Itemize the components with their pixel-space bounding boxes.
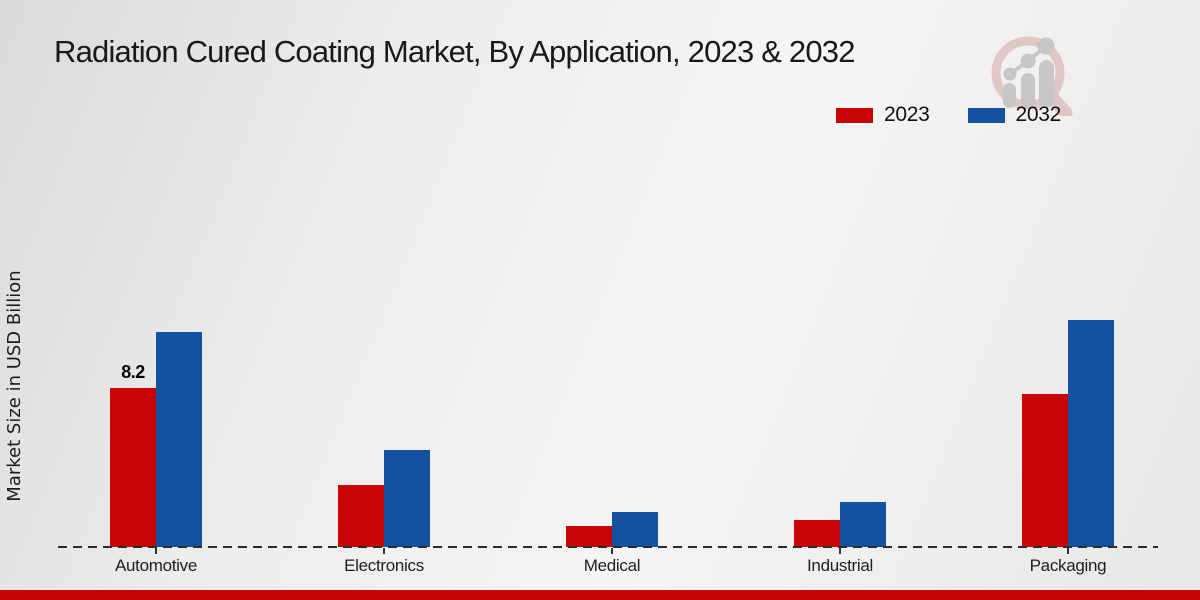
bar-value-label: 8.2: [121, 362, 145, 382]
legend-item-2023: 2023: [836, 103, 930, 127]
bar-electronics-2032: [384, 450, 430, 547]
bar-packaging-2032: [1068, 320, 1114, 547]
footer-red-band: [0, 590, 1200, 600]
bar-electronics-2023: [338, 485, 384, 547]
bar-medical-2032: [612, 512, 658, 547]
mrfr-watermark-logo: [986, 28, 1094, 120]
legend-swatch-2023: [836, 107, 873, 123]
legend: 2023 2032: [836, 103, 1061, 127]
bar-medical-2023: [566, 526, 612, 547]
x-axis-label-medical: Medical: [583, 556, 641, 575]
bar-automotive-2023: [110, 388, 156, 547]
x-axis-label-electronics: Electronics: [344, 556, 424, 575]
legend-label-2023: 2023: [884, 103, 930, 126]
chart-title: Radiation Cured Coating Market, By Appli…: [54, 34, 855, 69]
legend-label-2032: 2032: [1015, 103, 1062, 126]
bar-industrial-2023: [794, 520, 840, 547]
x-axis-tick: [839, 548, 841, 554]
x-axis-tick: [155, 548, 157, 554]
x-axis-label-packaging: Packaging: [1029, 556, 1107, 575]
legend-swatch-2032: [967, 107, 1005, 123]
x-axis-tick: [383, 548, 385, 554]
bar-industrial-2032: [840, 502, 886, 547]
x-axis-tick: [611, 548, 613, 554]
legend-item-2032: 2032: [967, 103, 1062, 127]
x-axis-line: [58, 546, 1158, 548]
bar-automotive-2032: [156, 332, 202, 547]
magnifying-glass-growth-chart-icon: [991, 36, 1073, 120]
x-axis-label-industrial: Industrial: [807, 556, 873, 575]
bar-packaging-2023: [1022, 394, 1068, 547]
x-axis-label-automotive: Automotive: [114, 556, 198, 575]
x-axis-tick: [1067, 548, 1069, 554]
